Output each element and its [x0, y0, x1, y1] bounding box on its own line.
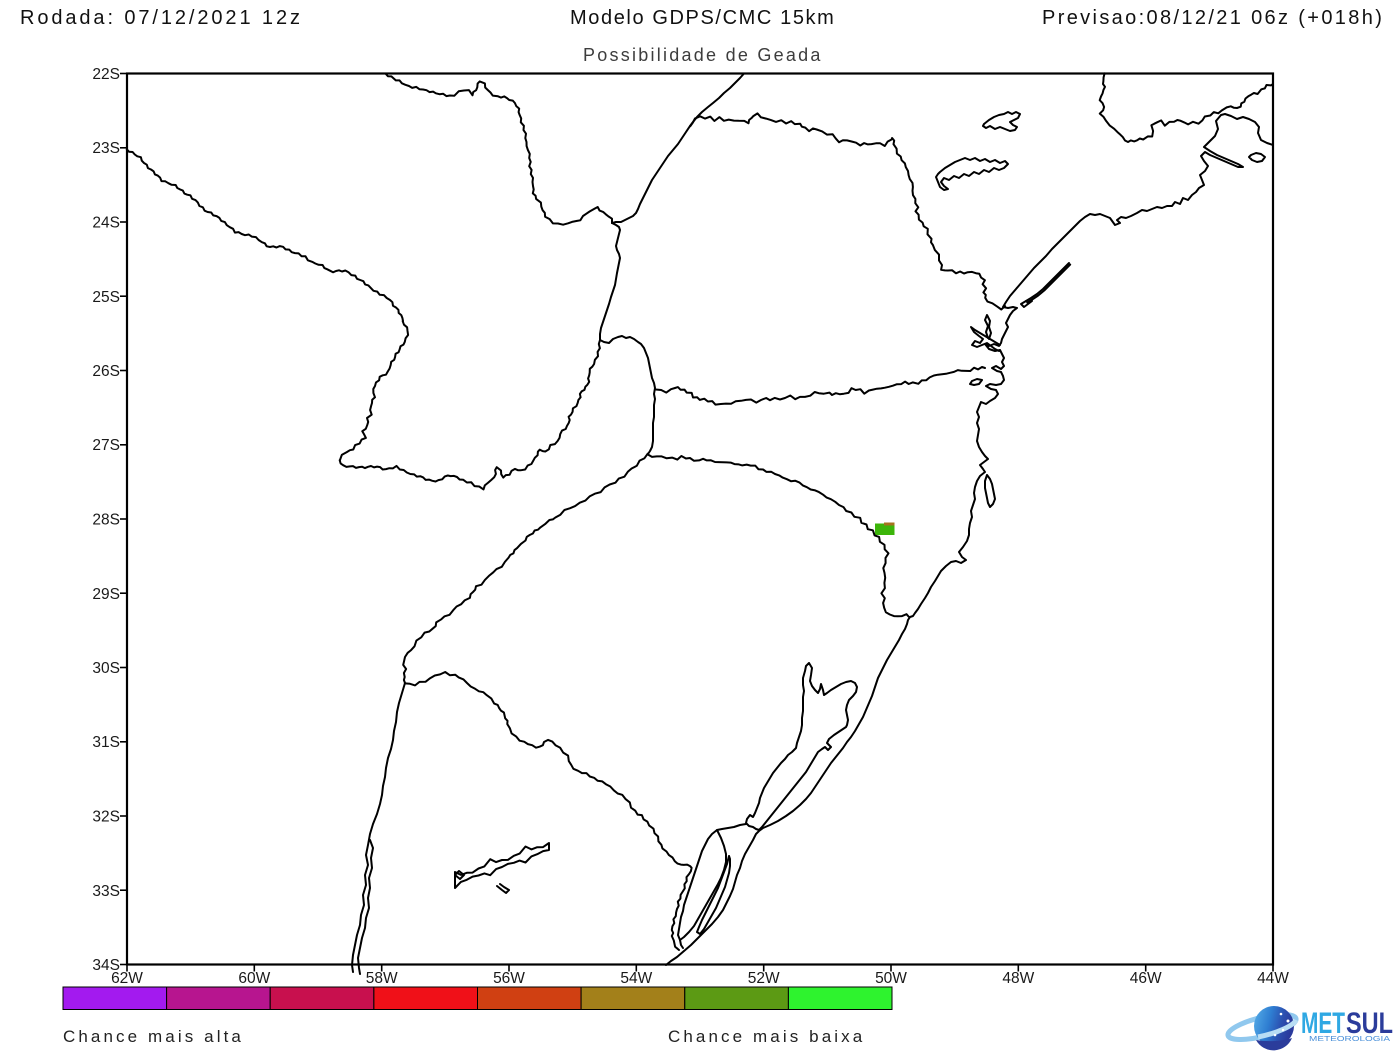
svg-text:48W: 48W — [1002, 970, 1034, 987]
svg-text:27S: 27S — [92, 437, 120, 454]
svg-text:28S: 28S — [92, 512, 120, 529]
svg-text:46W: 46W — [1130, 970, 1162, 987]
svg-text:METEOROLOGIA: METEOROLOGIA — [1309, 1036, 1390, 1043]
svg-text:58W: 58W — [366, 970, 398, 987]
svg-text:52W: 52W — [748, 970, 780, 987]
svg-text:32S: 32S — [92, 809, 120, 826]
svg-text:62W: 62W — [111, 970, 143, 987]
svg-text:56W: 56W — [493, 970, 525, 987]
svg-text:50W: 50W — [875, 970, 907, 987]
svg-text:29S: 29S — [92, 586, 120, 603]
svg-text:SUL: SUL — [1346, 1007, 1393, 1040]
svg-text:54W: 54W — [620, 970, 652, 987]
svg-text:25S: 25S — [92, 289, 120, 306]
svg-text:60W: 60W — [238, 970, 270, 987]
svg-text:22S: 22S — [92, 66, 120, 83]
svg-text:30S: 30S — [92, 660, 120, 677]
svg-text:34S: 34S — [92, 957, 120, 974]
svg-text:23S: 23S — [92, 140, 120, 157]
svg-text:44W: 44W — [1257, 970, 1289, 987]
svg-text:33S: 33S — [92, 883, 120, 900]
svg-text:24S: 24S — [92, 215, 120, 232]
svg-text:MET: MET — [1301, 1007, 1345, 1040]
svg-text:26S: 26S — [92, 363, 120, 380]
svg-text:31S: 31S — [92, 734, 120, 751]
